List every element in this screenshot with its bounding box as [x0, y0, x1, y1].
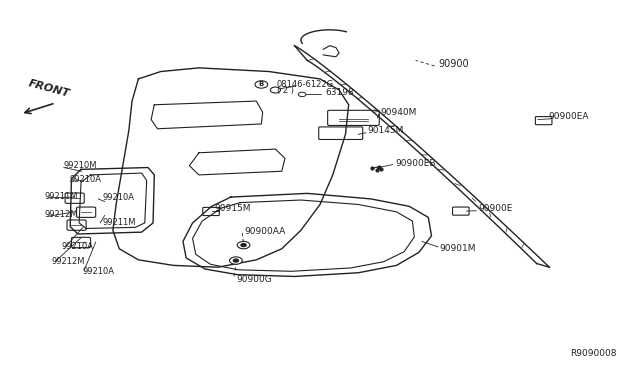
Circle shape — [241, 244, 246, 247]
Text: 08146-6122G: 08146-6122G — [276, 80, 334, 89]
Text: 90901M: 90901M — [440, 244, 476, 253]
FancyBboxPatch shape — [65, 193, 84, 203]
FancyBboxPatch shape — [203, 208, 220, 215]
Text: 90900G: 90900G — [236, 275, 271, 283]
Text: 90940M: 90940M — [381, 108, 417, 117]
Text: 90900: 90900 — [438, 59, 468, 69]
Text: 99210A: 99210A — [62, 242, 94, 251]
Text: B: B — [259, 81, 264, 87]
Text: 99210M: 99210M — [63, 161, 97, 170]
Text: ( 2 ): ( 2 ) — [276, 86, 294, 95]
FancyBboxPatch shape — [67, 220, 86, 230]
Circle shape — [237, 241, 250, 249]
Text: 90900E: 90900E — [478, 204, 513, 214]
Circle shape — [234, 259, 239, 262]
Text: 99212M: 99212M — [45, 210, 78, 219]
FancyBboxPatch shape — [319, 127, 363, 140]
Circle shape — [230, 257, 243, 264]
FancyBboxPatch shape — [452, 207, 469, 215]
FancyBboxPatch shape — [536, 116, 552, 125]
FancyBboxPatch shape — [328, 110, 380, 125]
Text: 90900AA: 90900AA — [245, 227, 286, 235]
Text: 90915M: 90915M — [215, 204, 252, 214]
Circle shape — [270, 87, 280, 93]
Text: 99210A: 99210A — [83, 267, 115, 276]
Text: 99212M: 99212M — [51, 257, 84, 266]
Text: FRONT: FRONT — [28, 78, 71, 99]
Circle shape — [255, 81, 268, 88]
Text: 90900EA: 90900EA — [548, 112, 589, 121]
Text: 99210A: 99210A — [70, 175, 102, 184]
FancyBboxPatch shape — [72, 237, 91, 248]
Circle shape — [298, 92, 306, 97]
Text: 99211M: 99211M — [45, 192, 78, 201]
Text: 90900EB: 90900EB — [395, 158, 436, 168]
Text: R9090008: R9090008 — [570, 349, 616, 358]
Text: 99210A: 99210A — [102, 193, 134, 202]
FancyBboxPatch shape — [77, 207, 96, 217]
Text: 63198: 63198 — [325, 89, 354, 97]
Text: 99211M: 99211M — [102, 218, 136, 227]
Text: 90145M: 90145M — [368, 126, 404, 135]
